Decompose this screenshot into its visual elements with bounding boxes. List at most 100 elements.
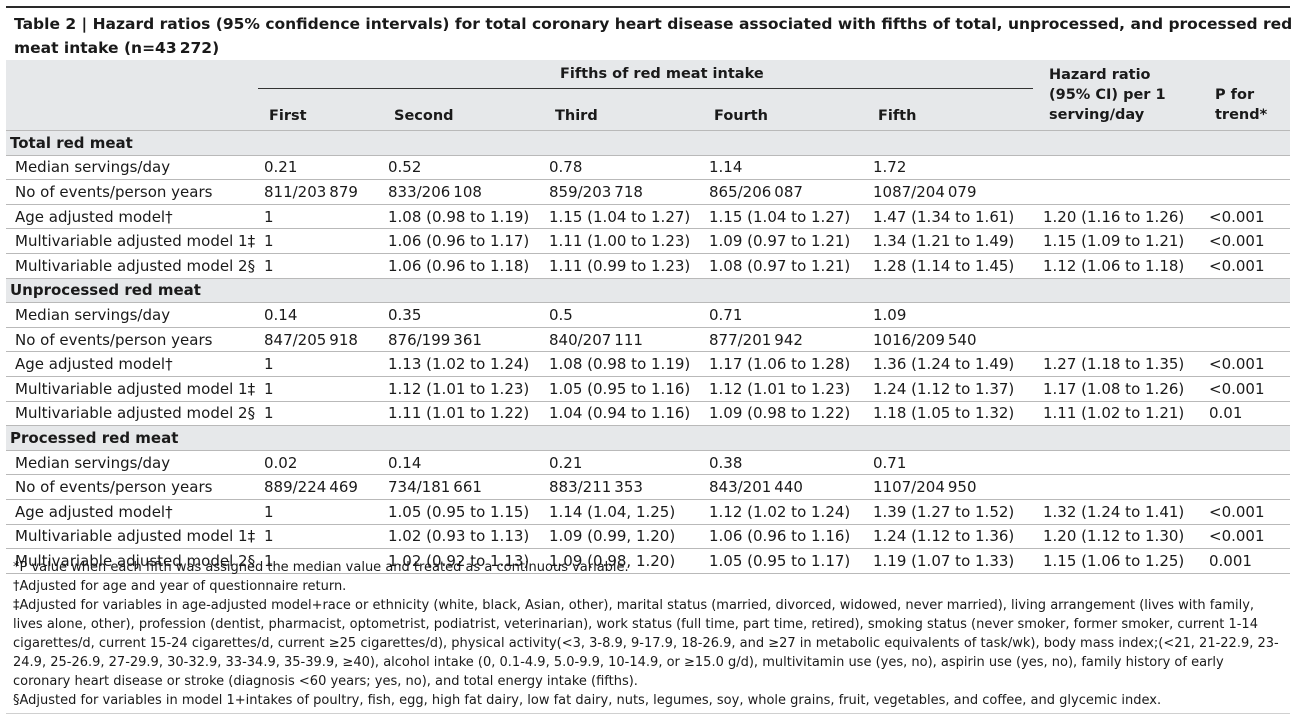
table-cell: 1.09 (0.97 to 1.21) — [705, 228, 869, 254]
section-title: Processed red meat — [6, 425, 1291, 451]
row-label: No of events/person years — [6, 179, 260, 205]
row-label: Age adjusted model† — [6, 351, 260, 377]
table-cell: 1.72 — [869, 155, 1039, 181]
col-fourth: Fourth — [714, 108, 769, 124]
table-row: Age adjusted model† 1 1.13 (1.02 to 1.24) 1… — [6, 351, 1291, 377]
table-cell: 1.24 (1.12 to 1.37) — [869, 376, 1039, 402]
row-label: No of events/person years — [6, 474, 260, 500]
table-cell: 1 — [260, 548, 384, 574]
table-cell: 1.14 (1.04, 1.25) — [545, 499, 705, 525]
table-title: Table 2 | Hazard ratios (95% confidence … — [14, 15, 1293, 57]
table-cell: 1.11 (1.00 to 1.23) — [545, 228, 705, 254]
p-line-1: P for — [1215, 87, 1255, 103]
table-cell: 1.12 (1.01 to 1.23) — [384, 376, 545, 402]
col-third: Third — [555, 108, 598, 124]
footnotes: *P value when each fifth was assigned th… — [13, 558, 1283, 710]
table-cell: 0.71 — [705, 302, 869, 328]
table-cell — [1039, 474, 1205, 500]
table-cell: 1 — [260, 401, 384, 427]
table-cell: 876/199 361 — [384, 327, 545, 353]
table-header — [6, 60, 1290, 130]
table-cell: 1 — [260, 228, 384, 254]
row-label: No of events/person years — [6, 327, 260, 353]
table-cell: 889/224 469 — [260, 474, 384, 500]
table-cell: 1.09 (0.98 to 1.22) — [705, 401, 869, 427]
footnote-double-dagger: ‡Adjusted for variables in age-adjusted … — [13, 598, 1279, 689]
section-header-row: Unprocessed red meat — [6, 278, 1291, 304]
table-cell: 859/203 718 — [545, 179, 705, 205]
table-cell: 1.06 (0.96 to 1.18) — [384, 253, 545, 279]
title-box: Table 2 | Hazard ratios (95% confidence … — [6, 6, 1292, 60]
table-cell — [1039, 302, 1205, 328]
section-header-row: Processed red meat — [6, 425, 1291, 451]
table-cell — [1205, 327, 1291, 353]
table-cell: 1.05 (0.95 to 1.16) — [545, 376, 705, 402]
table-cell: 734/181 661 — [384, 474, 545, 500]
table-row: Multivariable adjusted model 1‡ 1 1.06 (0.… — [6, 228, 1291, 254]
table-cell: 843/201 440 — [705, 474, 869, 500]
table-cell: 1 — [260, 524, 384, 550]
table-row: Median servings/day 0.14 0.35 0.5 0.71 1.09 — [6, 302, 1291, 328]
table-cell: 1.32 (1.24 to 1.41) — [1039, 499, 1205, 525]
table-cell — [1039, 450, 1205, 476]
table-cell: 0.78 — [545, 155, 705, 181]
table-cell: 1.08 (0.98 to 1.19) — [384, 204, 545, 230]
table-row: Multivariable adjusted model 1‡ 1 1.12 (1.… — [6, 376, 1291, 402]
table-cell: 0.01 — [1205, 401, 1291, 427]
table-cell: 0.001 — [1205, 548, 1291, 574]
row-label: Age adjusted model† — [6, 204, 260, 230]
table-cell: 883/211 353 — [545, 474, 705, 500]
hr-line-3: serving/day — [1049, 107, 1145, 123]
table-cell: 1.06 (0.96 to 1.17) — [384, 228, 545, 254]
table-cell: 1.04 (0.94 to 1.16) — [545, 401, 705, 427]
table-cell: 1.06 (0.96 to 1.16) — [705, 524, 869, 550]
col-second: Second — [394, 108, 454, 124]
table-cell: <0.001 — [1205, 228, 1291, 254]
table-cell: 1.09 (0.99, 1.20) — [545, 524, 705, 550]
table-cell: 1.13 (1.02 to 1.24) — [384, 351, 545, 377]
row-label: Multivariable adjusted model 2§ — [6, 401, 260, 427]
row-label: Median servings/day — [6, 302, 260, 328]
section-title: Unprocessed red meat — [6, 278, 1291, 304]
table-cell: 811/203 879 — [260, 179, 384, 205]
table-cell: 0.02 — [260, 450, 384, 476]
table-cell: 1087/204 079 — [869, 179, 1039, 205]
table-cell: 1.27 (1.18 to 1.35) — [1039, 351, 1205, 377]
table-cell: 1.11 (0.99 to 1.23) — [545, 253, 705, 279]
row-label: Median servings/day — [6, 450, 260, 476]
table-cell — [1205, 450, 1291, 476]
table-cell: <0.001 — [1205, 524, 1291, 550]
table-cell: 1.28 (1.14 to 1.45) — [869, 253, 1039, 279]
table-row: No of events/person years 811/203 879 833/… — [6, 179, 1291, 205]
col-fifth: Fifth — [878, 108, 917, 124]
table-cell: 1.08 (0.97 to 1.21) — [705, 253, 869, 279]
table-cell: 1 — [260, 204, 384, 230]
table-cell: 1.17 (1.06 to 1.28) — [705, 351, 869, 377]
table-row: Multivariable adjusted model 2§ 1 1.02 (0.… — [6, 548, 1291, 574]
table-cell: 0.52 — [384, 155, 545, 181]
hr-line-1: Hazard ratio — [1049, 67, 1151, 83]
table-cell: 1.19 (1.07 to 1.33) — [869, 548, 1039, 574]
table-cell: 1.11 (1.02 to 1.21) — [1039, 401, 1205, 427]
table-cell: 1.12 (1.06 to 1.18) — [1039, 253, 1205, 279]
table-cell: 1.11 (1.01 to 1.22) — [384, 401, 545, 427]
table-cell: 1 — [260, 499, 384, 525]
table-cell: 1 — [260, 351, 384, 377]
section-title: Total red meat — [6, 130, 1291, 156]
section-header-row: Total red meat — [6, 130, 1291, 156]
table-cell: 0.14 — [384, 450, 545, 476]
table-row: No of events/person years 889/224 469 734/… — [6, 474, 1291, 500]
row-label: Multivariable adjusted model 1‡ — [6, 376, 260, 402]
table-cell: 0.21 — [260, 155, 384, 181]
table-cell: 1 — [260, 376, 384, 402]
col-p-trend: P for trend* — [1215, 85, 1267, 125]
table-cell: 0.5 — [545, 302, 705, 328]
table-cell: 1.15 (1.09 to 1.21) — [1039, 228, 1205, 254]
table-cell: 865/206 087 — [705, 179, 869, 205]
footnote-section: §Adjusted for variables in model 1+intak… — [13, 693, 1162, 708]
table-cell: 1.14 — [705, 155, 869, 181]
table-cell: 1.15 (1.04 to 1.27) — [705, 204, 869, 230]
table-cell: 1.12 (1.01 to 1.23) — [705, 376, 869, 402]
table-cell — [1039, 327, 1205, 353]
